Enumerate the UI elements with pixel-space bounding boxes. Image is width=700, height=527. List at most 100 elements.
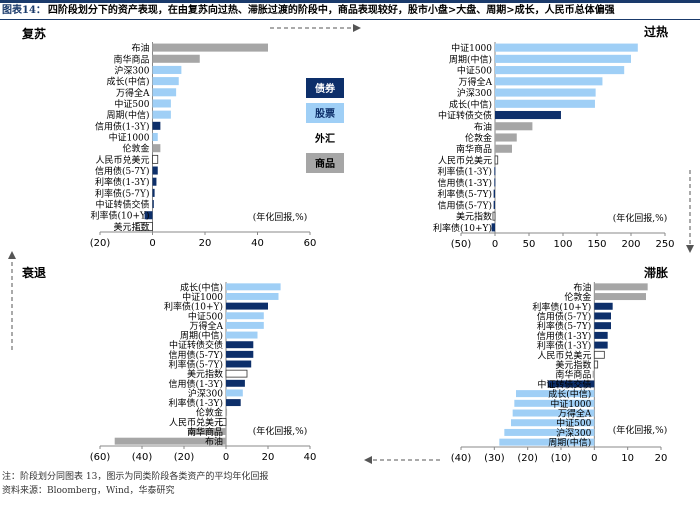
bar-equity xyxy=(226,331,258,339)
bar-bond xyxy=(152,200,154,209)
bar-bond xyxy=(594,322,611,330)
legend-label: 股票 xyxy=(315,108,335,120)
bar-commodity xyxy=(495,122,533,131)
x-tick-label: (30) xyxy=(484,453,505,464)
bar-equity xyxy=(495,77,603,86)
category-label: 信用债(1-3Y) xyxy=(169,378,223,390)
category-label: 布油 xyxy=(573,281,591,293)
panel-title: 复苏 xyxy=(21,26,46,41)
bar-bond xyxy=(494,178,496,187)
x-tick-label: 200 xyxy=(621,239,640,250)
category-label: 利率债(5-7Y) xyxy=(95,187,149,199)
category-label: 信用债(1-3Y) xyxy=(438,177,492,189)
bar-commodity xyxy=(152,54,200,63)
bar-bond xyxy=(152,166,158,175)
footer-note: 注：阶段划分同图表 13，图示为同类阶段各类资产的平均年化回报 xyxy=(2,472,269,482)
x-tick-label: 20 xyxy=(199,238,212,249)
category-label: 人民币兑美元 xyxy=(537,349,591,361)
category-label: 南华商品 xyxy=(456,143,492,155)
legend-label: 商品 xyxy=(315,157,335,170)
bar-equity xyxy=(512,409,595,417)
bar-equity xyxy=(226,312,264,320)
bar-fx xyxy=(219,418,227,426)
x-tick-label: (40) xyxy=(132,452,153,463)
category-label: 利率债(5-7Y) xyxy=(537,320,591,332)
bar-fx xyxy=(225,369,248,378)
bar-commodity xyxy=(592,370,595,378)
category-label: 利率债(1-3Y) xyxy=(95,176,149,188)
category-label: 布油 xyxy=(474,121,492,133)
category-label: 利率债(10+Y) xyxy=(91,210,150,222)
category-label: 信用债(1-3Y) xyxy=(95,120,149,132)
category-label: 周期(中信) xyxy=(449,53,492,65)
category-label: 中证500 xyxy=(556,417,591,429)
bar-fx xyxy=(494,155,499,165)
bar-commodity xyxy=(594,293,646,301)
category-label: 南华商品 xyxy=(555,369,591,381)
category-label: 美元指数 xyxy=(113,221,149,233)
category-label: 利率债(5-7Y) xyxy=(169,359,223,371)
figure-title: 四阶段划分下的资产表现，在由复苏向过热、滞胀过渡的阶段中，商品表现较好，股市小盘… xyxy=(47,5,615,16)
bar-equity xyxy=(152,88,177,97)
category-label: 南华商品 xyxy=(113,53,149,65)
footer: 注：阶段划分同图表 13，图示为同类阶段各类资产的平均年化回报 资料来源：Blo… xyxy=(0,470,700,498)
category-label: 利率债(1-3Y) xyxy=(438,166,492,178)
x-tick-label: 250 xyxy=(655,239,674,250)
x-tick-label: 40 xyxy=(304,452,317,463)
bar-bond xyxy=(493,189,495,198)
bar-commodity xyxy=(188,428,226,436)
bar-equity xyxy=(226,321,264,329)
category-label: 万得全A xyxy=(116,87,150,99)
bar-fx xyxy=(492,211,496,221)
x-tick-label: 50 xyxy=(523,239,536,250)
legend-swatch xyxy=(306,153,344,173)
bar-equity xyxy=(511,419,595,427)
bar-equity xyxy=(495,66,625,75)
x-tick-label: (60) xyxy=(90,452,111,463)
unit-label: (年化回报,%) xyxy=(253,211,307,223)
bar-equity xyxy=(495,88,596,97)
legend-swatch xyxy=(306,128,344,148)
bar-equity xyxy=(499,438,595,446)
x-tick-label: 20 xyxy=(262,452,275,463)
legend-swatch xyxy=(306,103,344,123)
bar-equity xyxy=(495,99,595,108)
x-tick-label: (20) xyxy=(517,453,538,464)
bar-bond xyxy=(152,188,155,197)
bar-bond xyxy=(152,177,157,186)
category-label: 中证500 xyxy=(114,98,149,110)
bar-bond xyxy=(594,331,608,339)
category-label: 伦敦金 xyxy=(196,407,223,419)
panel-title: 过热 xyxy=(644,24,668,39)
category-label: 万得全A xyxy=(459,76,493,88)
category-label: 伦敦金 xyxy=(465,132,492,144)
category-label: 伦敦金 xyxy=(122,143,149,155)
category-label: 中证转债交债 xyxy=(169,339,223,351)
unit-label: (年化回报,%) xyxy=(613,212,667,224)
bar-bond xyxy=(594,341,608,349)
category-label: 利率债(1-3Y) xyxy=(537,340,591,352)
category-label: 周期(中信) xyxy=(106,109,149,121)
category-label: 中证1000 xyxy=(451,42,492,54)
category-label: 中证1000 xyxy=(550,398,591,410)
bar-bond xyxy=(226,360,252,368)
category-label: 沪深300 xyxy=(556,427,591,439)
x-tick-label: 0 xyxy=(149,238,155,249)
bar-bond xyxy=(547,380,595,388)
bar-equity xyxy=(152,77,179,86)
category-label: 布油 xyxy=(205,436,223,448)
bar-commodity xyxy=(226,408,228,416)
category-label: 美元指数 xyxy=(456,211,492,223)
panel-title: 滞胀 xyxy=(644,265,668,280)
panel-1: 复苏 (20) 0 20 40 60 布油南华商品沪深300成长(中信)万得全A中证500周… xyxy=(21,26,316,249)
category-label: 人民币兑美元 xyxy=(95,154,149,166)
panel-3: 衰退 (60) (40) (20) 0 20 40 成长(中信)中证1000利率债(10+Y)… xyxy=(21,265,316,463)
legend-label: 债券 xyxy=(315,82,336,95)
category-label: 信用债(1-3Y) xyxy=(537,330,591,342)
category-label: 万得全A xyxy=(558,408,592,420)
bar-bond xyxy=(152,121,161,130)
x-tick-label: 0 xyxy=(591,453,597,464)
quadrant-chart: 复苏(20) 0 20 40 60布油南华商品沪深300成长(中信)万得全A中证500周… xyxy=(8,24,694,464)
figure-number: 图表14： xyxy=(2,5,46,16)
